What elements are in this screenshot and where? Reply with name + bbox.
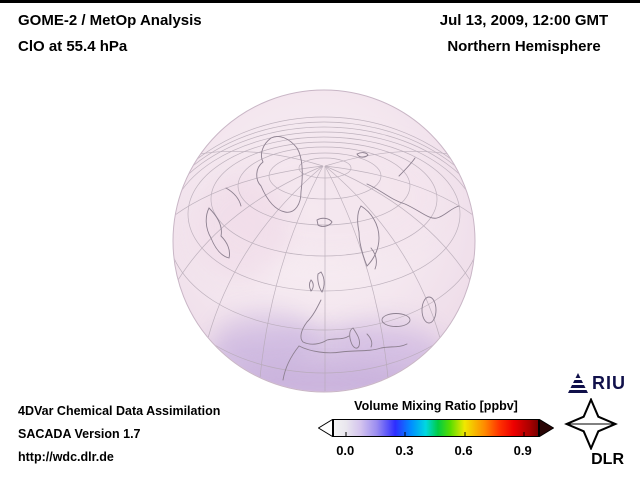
colorbar-arrow-left bbox=[318, 419, 333, 437]
colorbar-tick-label: 0.9 bbox=[513, 443, 532, 458]
colorbar-tickmark bbox=[404, 432, 406, 437]
globe-limb bbox=[172, 89, 476, 393]
region-label: Northern Hemisphere bbox=[447, 38, 601, 55]
dlr-star-icon bbox=[564, 397, 618, 451]
globe-svg bbox=[172, 89, 476, 393]
page-subtitle: ClO at 55.4 hPa bbox=[18, 38, 128, 55]
dlr-logo: DLR bbox=[558, 397, 624, 469]
colorbar-tickmark bbox=[523, 432, 525, 437]
globe-map bbox=[171, 88, 477, 394]
top-border-strip bbox=[0, 0, 640, 3]
graticule bbox=[173, 116, 475, 392]
riu-logo: RIU bbox=[567, 372, 626, 394]
header-left: GOME-2 / MetOp Analysis ClO at 55.4 hPa bbox=[18, 12, 202, 55]
riu-logo-text: RIU bbox=[592, 372, 626, 393]
footer-credits: 4DVar Chemical Data Assimilation SACADA … bbox=[18, 400, 220, 469]
dlr-logo-text: DLR bbox=[591, 451, 624, 468]
coastlines bbox=[205, 136, 460, 381]
footer-line-assimilation: 4DVar Chemical Data Assimilation bbox=[18, 404, 221, 418]
colorbar-tick-labels: 0.0 0.3 0.6 0.9 bbox=[333, 443, 537, 458]
colorbar-tick-label: 0.0 bbox=[336, 443, 355, 458]
footer-line-url: http://wdc.dlr.de bbox=[18, 450, 114, 464]
colorbar-tickmark bbox=[464, 432, 466, 437]
footer-line-version: SACADA Version 1.7 bbox=[18, 427, 141, 441]
page-title: GOME-2 / MetOp Analysis bbox=[18, 12, 202, 29]
colorbar-tick-label: 0.3 bbox=[395, 443, 414, 458]
colorbar-arrow-right bbox=[539, 419, 554, 437]
riu-triangle-icon bbox=[567, 373, 589, 393]
colorbar bbox=[318, 419, 554, 437]
colorbar-tick-label: 0.6 bbox=[454, 443, 473, 458]
colorbar-tickmark bbox=[345, 432, 347, 437]
datetime-label: Jul 13, 2009, 12:00 GMT bbox=[439, 12, 609, 29]
header-right: Jul 13, 2009, 12:00 GMT Northern Hemisph… bbox=[424, 12, 624, 55]
colorbar-title: Volume Mixing Ratio [ppbv] bbox=[354, 399, 518, 413]
colorbar-gradient bbox=[333, 419, 539, 437]
